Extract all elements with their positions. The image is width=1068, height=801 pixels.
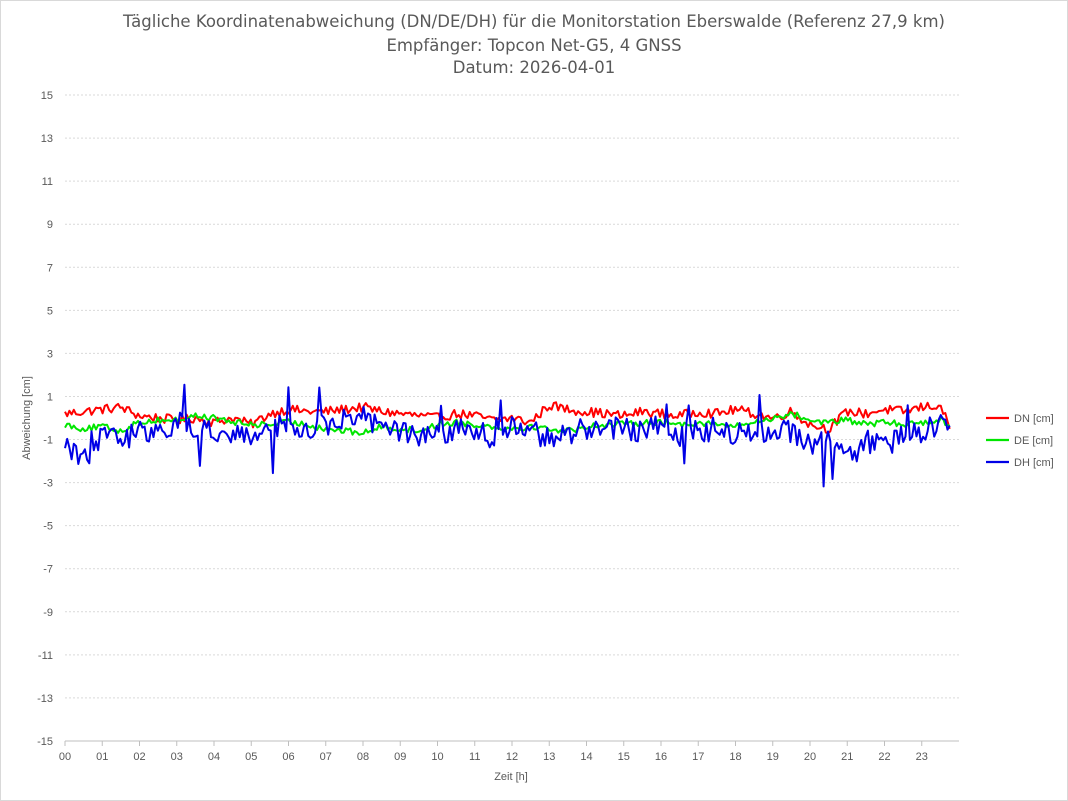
series-line-dh xyxy=(64,383,951,488)
legend-label: DN [cm] xyxy=(1014,413,1054,425)
x-tick-label: 00 xyxy=(59,751,71,763)
x-tick-label: 18 xyxy=(729,751,741,763)
y-tick-label: -15 xyxy=(37,736,53,748)
x-tick-label: 22 xyxy=(878,751,890,763)
x-tick-label: 02 xyxy=(133,751,145,763)
x-axis-title: Zeit [h] xyxy=(494,771,528,783)
gridlines xyxy=(65,94,959,742)
series-line-dn xyxy=(64,401,951,435)
x-tick-label: 13 xyxy=(543,751,555,763)
x-tick-label: 21 xyxy=(841,751,853,763)
x-tick-label: 06 xyxy=(282,751,294,763)
x-tick-label: 01 xyxy=(96,751,108,763)
chart-title: Tägliche Koordinatenabweichung (DN/DE/DH… xyxy=(123,12,945,31)
y-tick-label: -11 xyxy=(38,650,53,662)
legend-label: DE [cm] xyxy=(1014,435,1053,447)
x-tick-label: 07 xyxy=(320,751,332,763)
chart-date-line: Datum: 2026-04-01 xyxy=(452,58,616,77)
y-tick-label: -1 xyxy=(43,435,53,447)
y-tick-label: 7 xyxy=(47,262,53,274)
legend-label: DH [cm] xyxy=(1014,457,1054,469)
x-tick-label: 08 xyxy=(357,751,369,763)
axes: 15 13 11 9 7 5 3 1 -1 -3 -5 -7 -9 -11 -13 -15 00 01 02 03 04… xyxy=(37,90,959,763)
series-line-de xyxy=(64,411,951,436)
y-tick-label: -5 xyxy=(43,521,53,533)
y-tick-label: 13 xyxy=(41,133,53,145)
x-tick-label: 15 xyxy=(618,751,630,763)
y-tick-label: -3 xyxy=(43,478,53,490)
y-tick-label: -7 xyxy=(43,564,53,576)
x-tick-label: 12 xyxy=(506,751,518,763)
y-axis-title: Abweichung [cm] xyxy=(21,376,33,460)
y-tick-label: 3 xyxy=(47,348,53,360)
x-tick-label: 16 xyxy=(655,751,667,763)
x-tick-label: 20 xyxy=(804,751,816,763)
x-tick-label: 04 xyxy=(208,751,220,763)
x-tick-label: 10 xyxy=(431,751,443,763)
y-tick-label: 1 xyxy=(47,391,53,403)
series-lines xyxy=(64,383,951,488)
x-tick-label: 03 xyxy=(171,751,183,763)
x-tick-label: 11 xyxy=(469,751,480,763)
y-tick-label: 9 xyxy=(47,219,53,231)
legend: DN [cm] DE [cm] DH [cm] xyxy=(986,413,1054,469)
x-tick-label: 19 xyxy=(767,751,779,763)
y-tick-label: -9 xyxy=(43,607,53,619)
x-tick-label: 23 xyxy=(916,751,928,763)
y-tick-label: 5 xyxy=(47,305,53,317)
y-tick-label: 11 xyxy=(42,176,53,188)
x-tick-label: 14 xyxy=(580,751,592,763)
y-tick-label: -13 xyxy=(37,693,53,705)
chart-subtitle: Empfänger: Topcon Net-G5, 4 GNSS xyxy=(386,36,682,55)
x-tick-label: 09 xyxy=(394,751,406,763)
x-tick-label: 05 xyxy=(245,751,257,763)
y-tick-label: 15 xyxy=(41,90,53,102)
x-tick-label: 17 xyxy=(692,751,704,763)
